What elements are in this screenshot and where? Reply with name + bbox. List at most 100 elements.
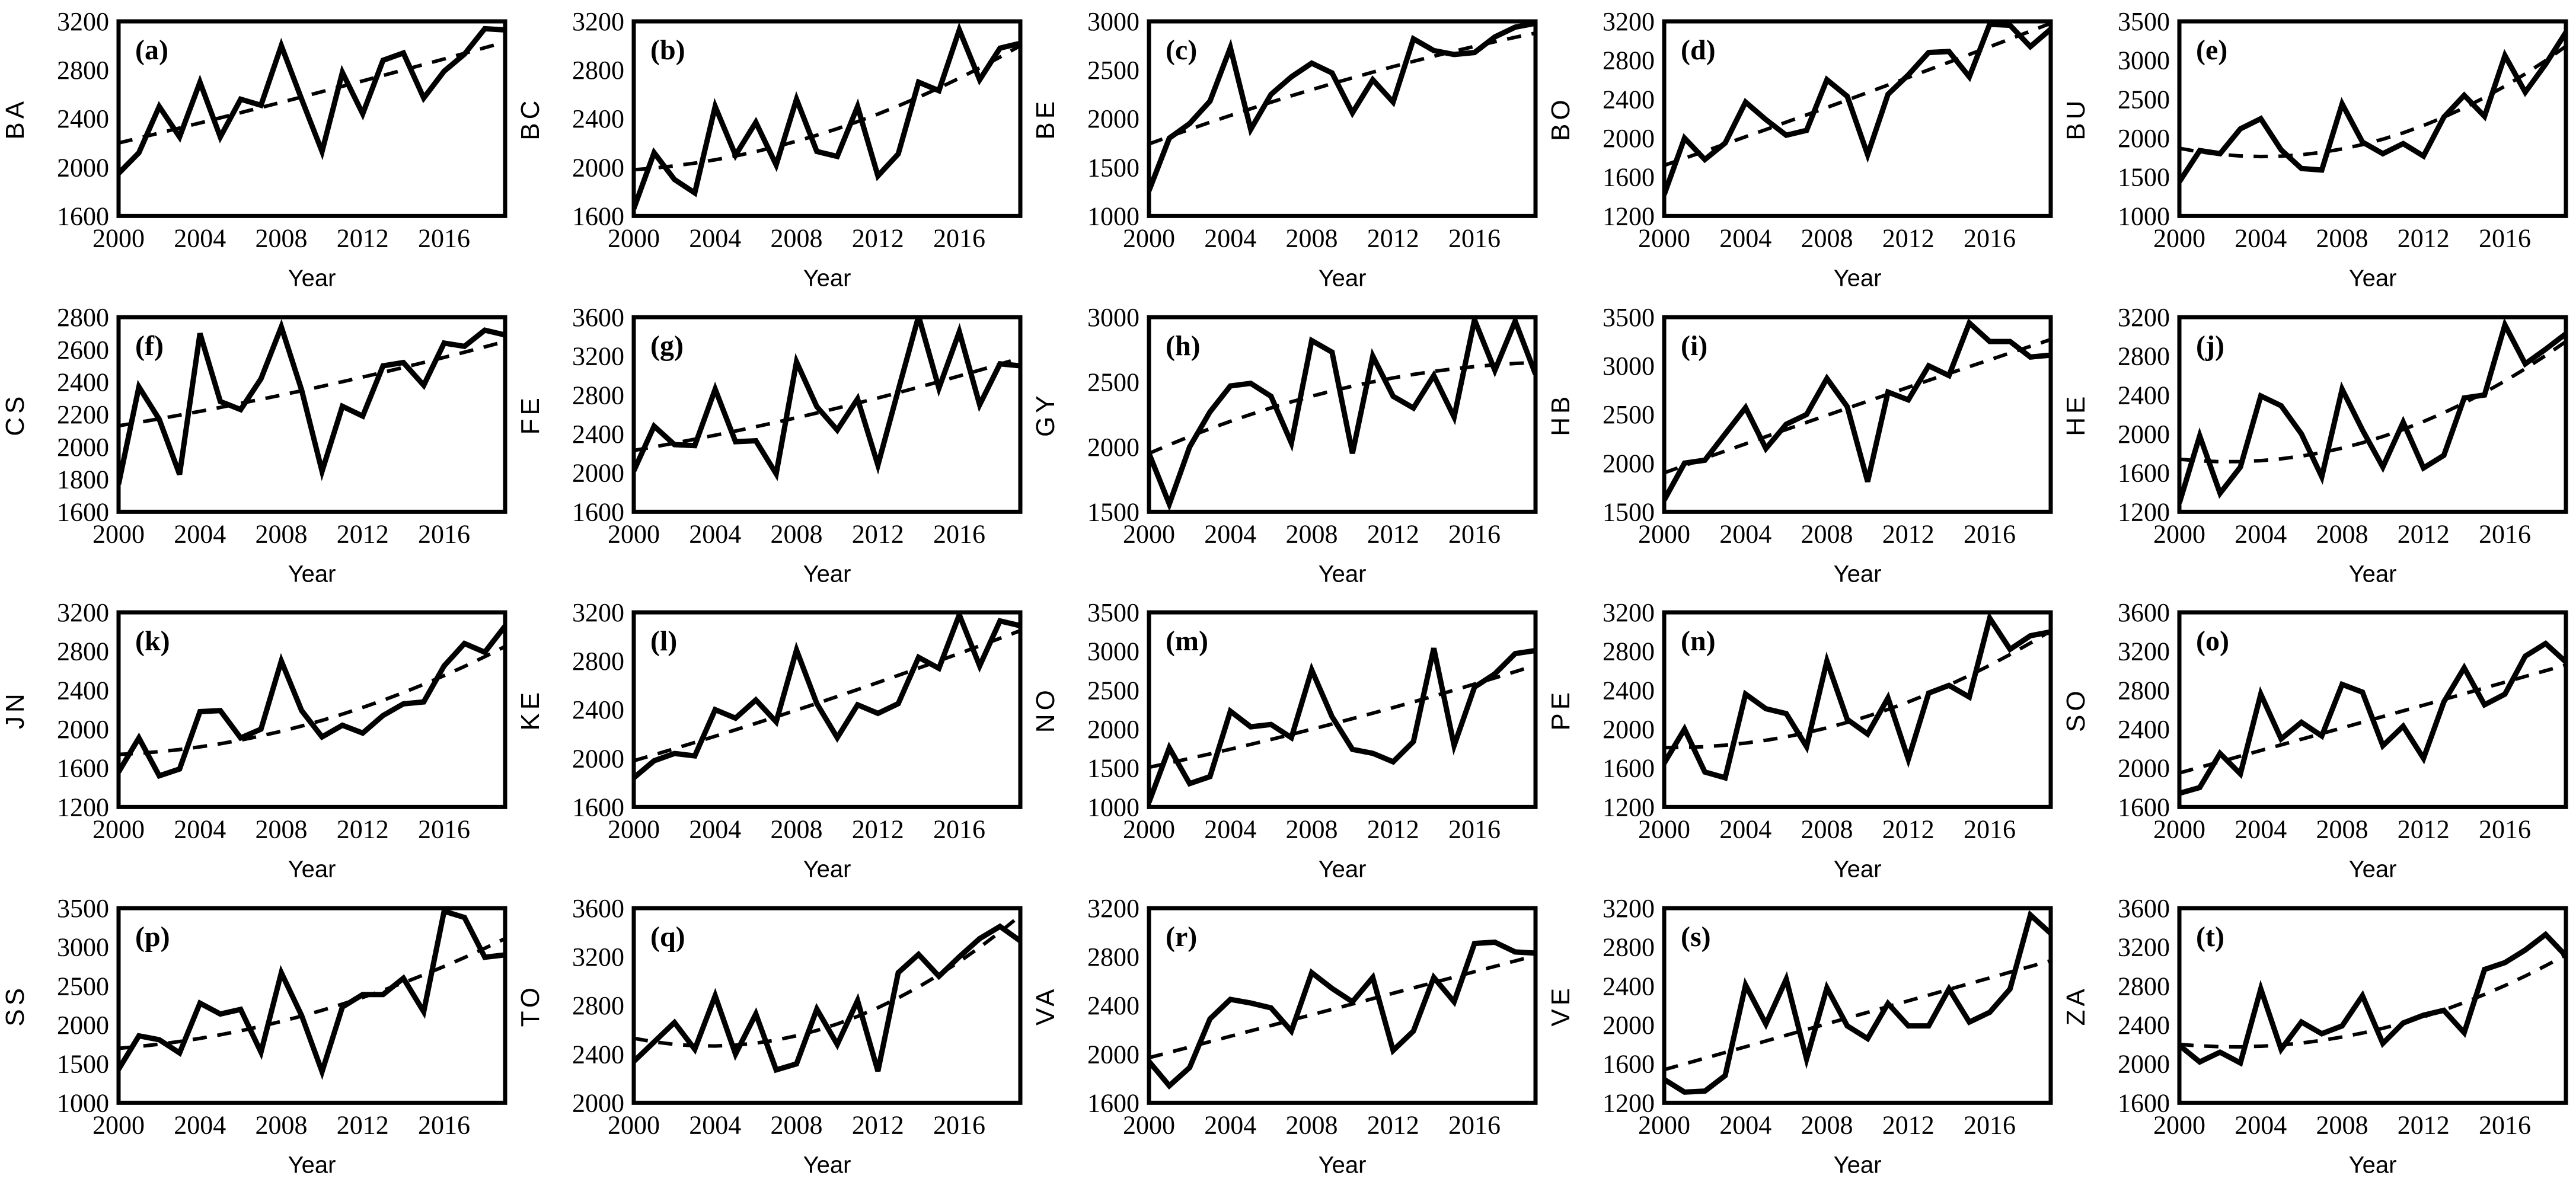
y-tick-label: 1600 (57, 202, 109, 231)
subplot-ba: 1600 2000 2400 2800 3200 2000 2004 2008 2012 2016… (0, 0, 515, 296)
x-tick-label: 2008 (2316, 1110, 2368, 1139)
data-line (2179, 317, 2566, 504)
x-tick-label: 2016 (1448, 223, 1501, 253)
plot-frame (116, 315, 507, 514)
x-tick-label: 2016 (2479, 519, 2531, 548)
x-tick-label: 2004 (1204, 223, 1256, 253)
x-tick-label: 2016 (418, 814, 470, 844)
y-tick-label: 3500 (57, 894, 109, 923)
subplot-bu: 1000 1500 2000 2500 3000 3500 2000 2004 2008 2012… (2061, 0, 2576, 296)
x-tick-label: 2008 (1286, 814, 1338, 844)
x-tick-label: 2012 (1882, 814, 1935, 844)
y-tick-label: 2000 (1087, 715, 1139, 744)
y-tick-label: 1600 (1603, 163, 1655, 192)
y-tick-label: 2400 (572, 695, 624, 724)
panel-label: (r) (1166, 921, 1197, 953)
subplot-cs: 1600 1800 2000 2200 2400 2600 2800 2000 2004 2008… (0, 296, 515, 592)
subplot-be: 1000 1500 2000 2500 3000 2000 2004 2008 2012 2016… (1030, 0, 1546, 296)
y-tick-label: 1000 (1087, 202, 1139, 231)
x-tick-label: 2004 (2235, 519, 2287, 548)
y-tick-label: 2400 (1603, 676, 1655, 705)
data-line (1149, 21, 1536, 192)
panel-label: (l) (650, 625, 677, 657)
x-tick-label: 2016 (933, 814, 985, 844)
trend-line (1664, 337, 2051, 475)
y-tick-label: 2800 (1087, 943, 1139, 972)
y-tick-label: 2800 (57, 637, 109, 666)
y-tick-label: 2500 (57, 972, 109, 1001)
y-tick-label: 2400 (1603, 972, 1655, 1001)
y-tick-label: 1000 (2118, 202, 2170, 231)
plot-frame (631, 315, 1023, 514)
plot-frame (1662, 19, 2053, 218)
x-tick-label: 2016 (418, 1110, 470, 1139)
trend-line (1664, 959, 2051, 1071)
y-tick-label: 1500 (2118, 163, 2170, 192)
x-tick-label: 2016 (418, 223, 470, 253)
subplot-gy: 1500 2000 2500 3000 2000 2004 2008 2012 2016 Year… (1030, 296, 1546, 592)
x-tick-label: 2008 (771, 519, 823, 548)
x-axis-title: Year (1319, 1152, 1367, 1178)
panel-label: (i) (1681, 330, 1707, 362)
y-tick-label: 2800 (1603, 637, 1655, 666)
subplot-jn: 1200 1600 2000 2400 2800 3200 2000 2004 2008 2012… (0, 591, 515, 887)
y-tick-label: 2000 (572, 153, 624, 182)
x-tick-label: 2004 (174, 814, 226, 844)
y-tick-label: 2400 (57, 676, 109, 705)
data-line (1149, 317, 1536, 512)
x-tick-label: 2012 (1367, 1110, 1419, 1139)
x-tick-label: 2008 (1286, 519, 1338, 548)
y-tick-label: 1500 (1603, 497, 1655, 526)
x-tick-label: 2012 (337, 519, 389, 548)
y-tick-label: 1600 (1087, 1088, 1139, 1117)
trend-line (119, 40, 505, 145)
y-tick-label: 2000 (1087, 104, 1139, 133)
x-tick-label: 2008 (256, 519, 308, 548)
y-tick-label: 2800 (57, 56, 109, 85)
subplot-ve: 1200 1600 2000 2400 2800 3200 2000 2004 2008 2012… (1546, 887, 2061, 1182)
x-tick-label: 2008 (771, 223, 823, 253)
y-tick-label: 1200 (1603, 202, 1655, 231)
plot-frame (1147, 19, 1538, 218)
y-tick-label: 3600 (2118, 598, 2170, 627)
y-axis-title: KE (516, 689, 545, 731)
chart-canvas-no: 1000 1500 2000 2500 3000 3500 2000 2004 2008 2012… (1031, 598, 1538, 882)
x-tick-label: 2004 (689, 814, 741, 844)
x-tick-label: 2016 (1964, 814, 2016, 844)
y-axis-title: HB (1546, 392, 1575, 436)
x-tick-label: 2016 (1964, 223, 2016, 253)
x-axis-title: Year (288, 561, 336, 587)
plot-frame (2177, 610, 2568, 809)
y-tick-label: 3500 (1603, 303, 1655, 332)
x-tick-label: 2008 (1801, 814, 1853, 844)
trend-line (634, 44, 1020, 172)
x-tick-label: 2000 (2153, 519, 2205, 548)
trend-line (1664, 629, 2051, 750)
panel-label: (n) (1681, 625, 1716, 657)
panel-label: (d) (1681, 34, 1716, 66)
x-tick-label: 2016 (418, 519, 470, 548)
x-tick-label: 2016 (1448, 814, 1501, 844)
plot-frame (1147, 906, 1538, 1105)
y-tick-label: 2000 (1087, 432, 1139, 461)
x-tick-label: 2004 (174, 519, 226, 548)
y-tick-label: 3200 (572, 7, 624, 36)
x-tick-label: 2016 (933, 519, 985, 548)
data-line (634, 612, 1020, 780)
trend-line (119, 937, 505, 1050)
y-tick-label: 3200 (2118, 303, 2170, 332)
trend-line (1149, 31, 1536, 146)
y-axis-title: NO (1031, 686, 1060, 733)
y-tick-label: 2800 (1603, 932, 1655, 961)
x-tick-label: 2012 (1367, 814, 1419, 844)
x-axis-title: Year (2349, 265, 2397, 291)
y-tick-label: 2000 (572, 458, 624, 487)
panel-label: (b) (650, 34, 685, 66)
x-tick-label: 2016 (2479, 1110, 2531, 1139)
y-tick-label: 3000 (1603, 352, 1655, 381)
y-tick-label: 1600 (57, 497, 109, 526)
x-axis-title: Year (2349, 1152, 2397, 1178)
